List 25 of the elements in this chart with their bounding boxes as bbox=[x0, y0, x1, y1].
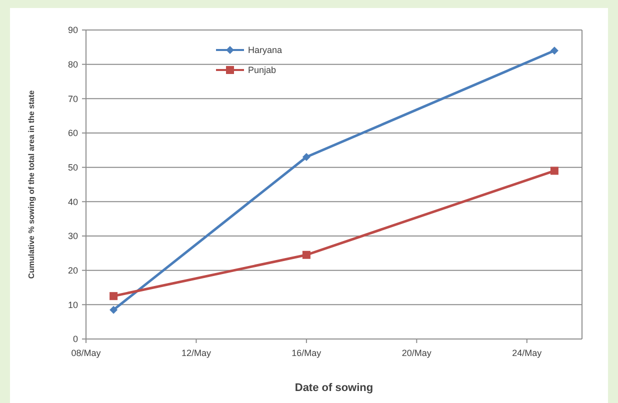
point bbox=[302, 250, 310, 259]
y-tick-label: 90 bbox=[68, 25, 78, 36]
y-tick-label: 60 bbox=[68, 128, 78, 138]
point bbox=[110, 292, 118, 300]
x-tick-label: 08/May bbox=[71, 348, 102, 358]
y-tick-label: 30 bbox=[68, 231, 78, 242]
x-tick-label: 20/May bbox=[402, 348, 432, 358]
y-tick-label: 10 bbox=[68, 300, 78, 310]
y-tick-label: 20 bbox=[68, 265, 78, 276]
point bbox=[550, 46, 558, 55]
y-tick-label: 40 bbox=[68, 196, 78, 207]
y-tick-label: 70 bbox=[68, 94, 78, 104]
y-axis-title: Cumulative % sowing of the total area in the state bbox=[27, 90, 36, 279]
x-tick-label: 12/May bbox=[181, 348, 212, 358]
y-tick-label: 80 bbox=[68, 59, 78, 70]
x-tick-label: 24/May bbox=[512, 348, 542, 358]
x-axis-title: Date of sowing bbox=[294, 382, 374, 394]
y-tick-label: 50 bbox=[68, 162, 78, 172]
point bbox=[302, 153, 310, 162]
legend-label: Punjab bbox=[248, 65, 276, 76]
point bbox=[110, 306, 118, 314]
legend-label: Haryana bbox=[248, 45, 282, 56]
x-tick-label: 16/May bbox=[292, 348, 322, 358]
y-tick-label: 0 bbox=[72, 334, 78, 344]
point bbox=[550, 166, 558, 175]
